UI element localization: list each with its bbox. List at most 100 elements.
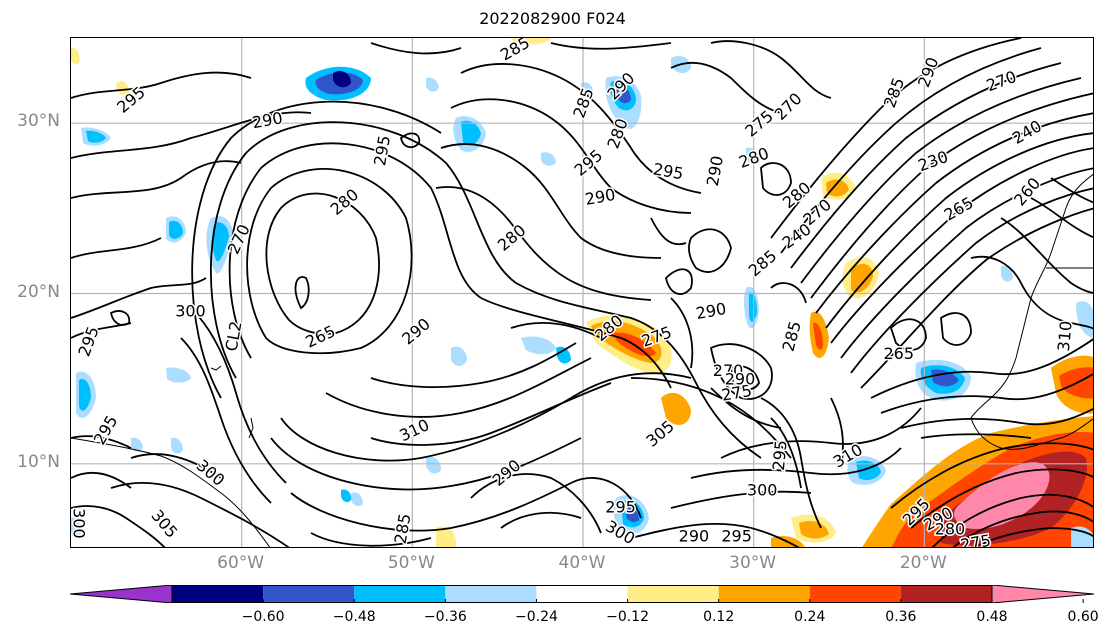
colorbar-tick-label: 0.24 [794, 609, 826, 625]
contour-label-text: 295 [370, 134, 394, 167]
contour-label-text: 290 [398, 314, 434, 348]
map-panel: 295 290 295 280 270 265 300 CL2 295 295 300 300 305 2… [70, 37, 1094, 548]
contour-label-text: 285 [569, 85, 597, 120]
contour-label-text: 285 [745, 246, 781, 280]
contour-label-text: 285 [391, 512, 415, 545]
contour-label: 295 [720, 525, 754, 547]
contour-label-text: 280 [603, 116, 631, 151]
colorbar [69, 584, 1095, 604]
contour-label: 290 [723, 368, 757, 390]
contour-label-text: 290 [251, 108, 284, 132]
contour-label: 295 [604, 496, 638, 518]
map-title: 2022082900 F024 [479, 9, 626, 28]
contour-label: 285 [568, 84, 599, 122]
contour-label: 290 [913, 53, 944, 91]
colorbar-tick-label: −0.48 [332, 609, 376, 625]
colorbar-outline [171, 585, 993, 603]
contour-label-text: 265 [303, 321, 339, 351]
longitude-label: 20°W [899, 553, 947, 573]
colorbar-tick-label: 0.12 [703, 609, 735, 625]
contour-label-text: 295 [605, 497, 636, 516]
contour-label-text: 300 [193, 456, 229, 490]
contour-label-text: 270 [713, 361, 744, 380]
contour-label: 295 [369, 132, 396, 168]
contour-label-text: 280 [327, 185, 363, 219]
contour-label: 300 [191, 454, 230, 491]
colorbar-tick-label: 0.36 [885, 609, 917, 625]
contour-label: 290 [701, 153, 728, 189]
contour-label-text: 310 [1054, 320, 1076, 352]
contour-label: 300 [71, 507, 90, 541]
longitude-label: 30°W [729, 553, 777, 573]
contour-label-text: 260 [1010, 174, 1044, 210]
contour-label: 240 [1008, 115, 1047, 150]
contour-label-text: 295 [74, 324, 102, 359]
contour-label: 270 [769, 87, 807, 125]
colorbar-svg [69, 584, 1095, 604]
contour-label: 290 [249, 107, 285, 134]
contour-label-text: 290 [679, 526, 710, 545]
colorbar-extend-low [69, 584, 173, 604]
contour-label: 295 [73, 322, 104, 360]
contour-label-text: 265 [883, 344, 914, 363]
colorbar-segment [445, 585, 537, 603]
contour-label: 285 [496, 38, 535, 66]
contour-label-text: 295 [652, 159, 685, 183]
contour-label-text: 295 [721, 526, 752, 545]
colorbar-tick-label: 0.60 [1067, 609, 1099, 625]
contour-label: 285 [878, 74, 909, 112]
latitude-label: 10°N [17, 451, 60, 472]
contour-label-text: 300 [175, 302, 206, 321]
contour-label-text: 290 [489, 456, 525, 490]
contour-label: 295 [650, 158, 686, 185]
colorbar-extend-high [991, 584, 1095, 604]
contour-label: 290 [693, 298, 729, 325]
colorbar-tick-label: −0.24 [514, 609, 558, 625]
contour-label: 295 [767, 438, 792, 473]
colorbar-tick-label: 0.48 [976, 609, 1008, 625]
contour-label-text: 280 [494, 221, 530, 255]
contour-label: 285 [743, 245, 782, 282]
contour-label: 290 [397, 313, 436, 350]
contour-label: 280 [602, 114, 633, 152]
colorbar-segment [809, 585, 901, 603]
contour-label-text: 285 [779, 319, 805, 353]
contour-label: 290 [677, 525, 711, 547]
contour-label: 270 [982, 65, 1020, 96]
colorbar-segment [536, 585, 628, 603]
contour-label: 310 [395, 414, 434, 447]
gridlines [71, 38, 1093, 547]
colorbar-segment [627, 585, 719, 603]
contour-label: 290 [487, 454, 526, 491]
contour-label: 285 [389, 510, 416, 546]
colorbar-tick-label: −0.60 [241, 609, 285, 625]
contour-lines [71, 38, 1093, 547]
contour-label-text: 310 [396, 415, 432, 445]
contour-label: 270 [711, 360, 745, 382]
contour-label: 310 [1052, 319, 1077, 354]
contour-label: 300 [745, 479, 779, 501]
latitude-label: 20°N [17, 281, 60, 302]
colorbar-segment [172, 585, 264, 603]
contour-label-text: 240 [1009, 116, 1045, 148]
contour-label: 280 [933, 518, 967, 540]
contour-label-text: 280 [736, 144, 771, 172]
colorbar-segment [263, 585, 355, 603]
contour-label-text: 280 [935, 520, 966, 539]
longitude-label: 60°W [217, 553, 265, 573]
contour-label-text: 285 [497, 38, 533, 65]
contour-label: 260 [1009, 172, 1046, 211]
contour-label-text: 230 [915, 147, 950, 175]
contour-label: 280 [492, 219, 531, 256]
colorbar-segment [354, 585, 446, 603]
contour-label: 285 [777, 318, 806, 355]
contour-label-text: 290 [583, 185, 616, 209]
contour-label: 290 [582, 183, 618, 210]
colorbar-segment [900, 585, 992, 603]
contour-label-text: 290 [725, 370, 756, 389]
contour-label-text: 290 [703, 154, 727, 187]
contour-label-text: 285 [880, 75, 908, 110]
contour-label-text: 300 [71, 508, 89, 539]
contour-label-text: 300 [747, 480, 778, 499]
contour-label: 265 [301, 320, 340, 353]
